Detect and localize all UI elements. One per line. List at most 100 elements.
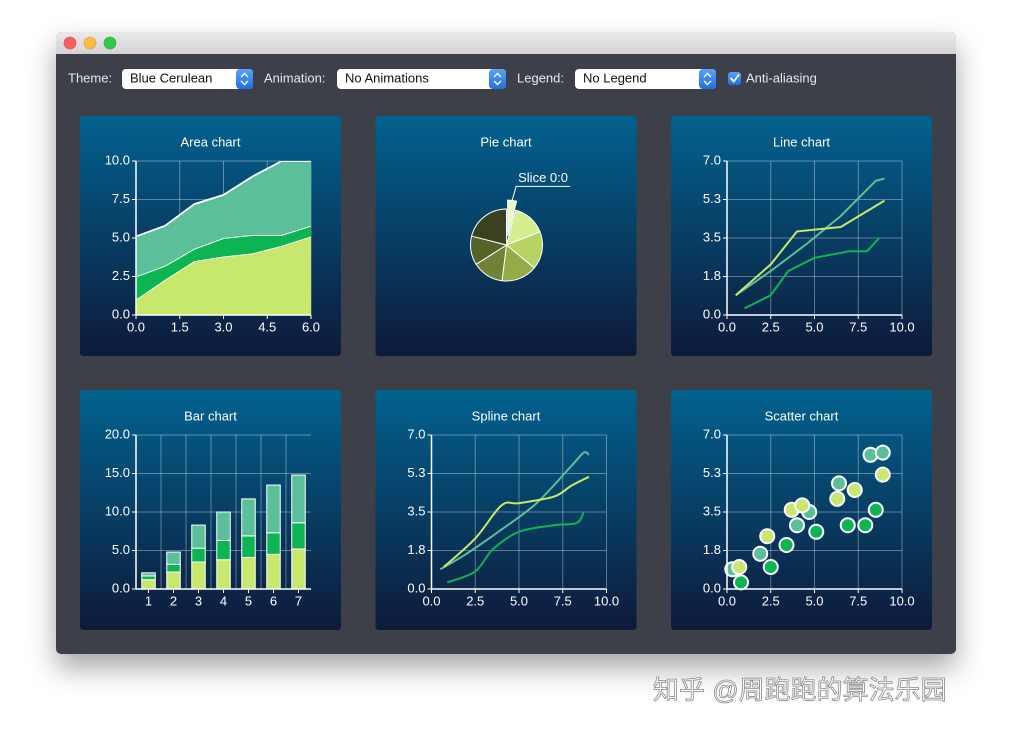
y-tick-label: 5.3 bbox=[407, 465, 425, 480]
y-tick-label: 3.5 bbox=[703, 229, 721, 244]
y-tick-label: 2.5 bbox=[112, 268, 130, 283]
scatter-point bbox=[839, 517, 856, 534]
y-tick-label: 0.0 bbox=[112, 306, 130, 321]
plot-area bbox=[439, 451, 590, 584]
bar-segment bbox=[266, 484, 281, 534]
x-tick-label: 6 bbox=[270, 593, 277, 608]
x-tick-label: 3 bbox=[195, 593, 202, 608]
close-button[interactable] bbox=[63, 36, 77, 50]
bar-segment bbox=[241, 498, 256, 537]
bar-segment bbox=[166, 551, 181, 565]
scatter-point bbox=[752, 545, 769, 562]
toolbar: Theme: Blue Cerulean Animation: No Anima… bbox=[68, 69, 817, 89]
y-tick-label: 0.0 bbox=[112, 580, 130, 595]
y-tick-label: 10.0 bbox=[105, 503, 130, 518]
combo-arrow[interactable] bbox=[699, 69, 716, 89]
bar-segment bbox=[191, 524, 206, 549]
bar-segment bbox=[191, 561, 206, 589]
title-bar bbox=[56, 32, 956, 54]
x-tick-label: 4 bbox=[220, 593, 227, 608]
combo-arrow[interactable] bbox=[236, 69, 253, 89]
scatter-point bbox=[874, 466, 891, 483]
pie-slice bbox=[471, 208, 507, 246]
line bbox=[443, 475, 590, 568]
animation-combo[interactable]: No Animations bbox=[337, 69, 506, 89]
area bbox=[136, 236, 311, 315]
line bbox=[439, 451, 590, 571]
scatter-point bbox=[789, 517, 805, 534]
x-tick-label: 5.0 bbox=[510, 593, 528, 608]
watermark: 知乎 @周跑跑的算法乐园 bbox=[653, 675, 947, 705]
chart-panel: Scatter chart 0.0 1.8 3.5 5.3 7.0 0.0 2.5 5.0 7.5… bbox=[671, 390, 932, 630]
y-tick-label: 7.0 bbox=[407, 426, 425, 441]
scatter-point bbox=[846, 482, 863, 498]
area bbox=[136, 161, 311, 277]
combo-arrow[interactable] bbox=[489, 69, 506, 89]
legend-combo[interactable]: No Legend bbox=[575, 69, 716, 89]
y-tick-label: 5.3 bbox=[703, 465, 721, 480]
chart-title: Bar chart bbox=[184, 408, 237, 423]
y-tick-label: 1.8 bbox=[703, 268, 721, 283]
theme-label: Theme: bbox=[68, 70, 112, 85]
scatter-point bbox=[867, 501, 884, 518]
scatter-point bbox=[874, 444, 891, 461]
line bbox=[744, 237, 880, 310]
panel-background bbox=[671, 116, 932, 356]
plot-area bbox=[136, 161, 311, 315]
x-tick-label: 2 bbox=[170, 593, 177, 608]
x-tick-label: 1.5 bbox=[171, 319, 189, 334]
legend-label: Legend: bbox=[517, 70, 564, 85]
y-tick-label: 3.5 bbox=[407, 503, 425, 518]
y-tick-label: 1.8 bbox=[703, 542, 721, 557]
scatter-point bbox=[759, 528, 776, 545]
zoom-button[interactable] bbox=[103, 36, 117, 50]
bar-segment bbox=[166, 571, 181, 589]
scatter-point bbox=[808, 523, 825, 540]
x-tick-label: 0.0 bbox=[718, 593, 736, 608]
bar-segment bbox=[241, 556, 256, 589]
line bbox=[446, 511, 585, 584]
chart-title: Scatter chart bbox=[765, 408, 839, 423]
combo-box[interactable] bbox=[575, 69, 716, 89]
theme-value: Blue Cerulean bbox=[130, 70, 212, 85]
combo-box[interactable] bbox=[337, 69, 506, 89]
chart-panel: Spline chart 0.0 1.8 3.5 5.3 7.0 0.0 2.5 5.0 7.5 1… bbox=[375, 390, 637, 630]
x-tick-label: 10.0 bbox=[594, 593, 619, 608]
x-tick-label: 2.5 bbox=[466, 593, 484, 608]
animation-label: Animation: bbox=[264, 70, 325, 85]
bar-segment bbox=[216, 511, 231, 541]
x-tick-label: 4.5 bbox=[258, 319, 276, 334]
x-tick-label: 7.5 bbox=[849, 593, 867, 608]
antialiasing-checkbox[interactable] bbox=[728, 72, 741, 85]
scatter-point bbox=[829, 490, 846, 507]
chart-panel: Pie chart Slice 0:0 bbox=[375, 116, 637, 356]
area-line bbox=[136, 161, 311, 238]
y-tick-label: 7.0 bbox=[703, 426, 721, 441]
x-tick-label: 1 bbox=[145, 593, 152, 608]
minimize-button[interactable] bbox=[83, 36, 97, 50]
scatter-point bbox=[831, 475, 847, 492]
theme-combo[interactable]: Blue Cerulean bbox=[122, 69, 253, 89]
antialiasing-label: Anti-aliasing bbox=[746, 70, 817, 85]
bar-segment bbox=[216, 539, 231, 561]
y-tick-label: 20.0 bbox=[105, 426, 130, 441]
scatter-point bbox=[857, 517, 874, 534]
y-tick-label: 5.3 bbox=[703, 191, 721, 206]
x-tick-label: 7 bbox=[295, 593, 302, 608]
bar-segment bbox=[141, 575, 156, 581]
x-tick-label: 2.5 bbox=[762, 593, 780, 608]
combo-box[interactable] bbox=[122, 69, 253, 89]
x-tick-label: 7.5 bbox=[554, 593, 572, 608]
x-tick-label: 5.0 bbox=[805, 319, 823, 334]
animation-value: No Animations bbox=[345, 70, 429, 85]
bar-segment bbox=[166, 563, 181, 573]
area bbox=[136, 225, 311, 300]
bar-segment bbox=[216, 559, 231, 589]
bar-segment bbox=[266, 532, 281, 555]
scatter-point bbox=[733, 574, 749, 591]
chart-panel: Area chart 0.0 2.5 5.0 7.5 10.0 0.0 1.5 3.0 4.5 6.… bbox=[80, 116, 341, 356]
x-tick-label: 6.0 bbox=[302, 319, 320, 334]
line bbox=[735, 199, 886, 296]
y-tick-label: 1.8 bbox=[407, 542, 425, 557]
